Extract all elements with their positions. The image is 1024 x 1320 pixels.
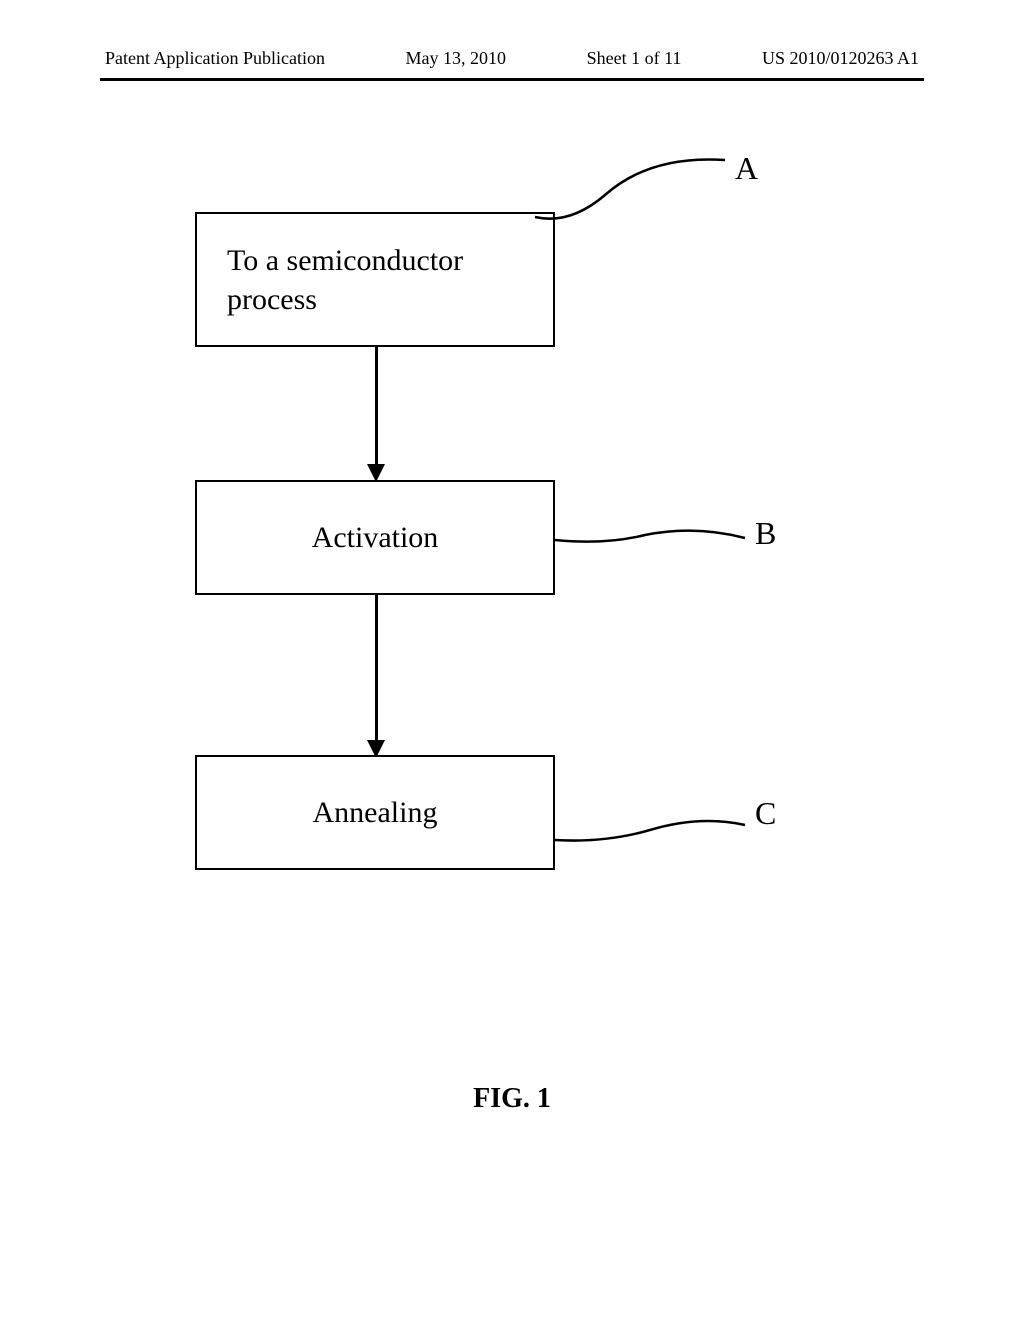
page-header: Patent Application Publication May 13, 2… (0, 48, 1024, 69)
flowchart-node-a: To a semiconductor process (195, 212, 555, 347)
label-b: B (755, 515, 776, 552)
arrow-a-to-b (375, 347, 378, 469)
flowchart-node-c: Annealing (195, 755, 555, 870)
figure-caption: FIG. 1 (0, 1083, 1024, 1115)
sheet-info: Sheet 1 of 11 (587, 48, 682, 69)
label-c: C (755, 795, 776, 832)
connector-curve-c (555, 805, 755, 855)
publication-date: May 13, 2010 (406, 48, 507, 69)
publication-type: Patent Application Publication (105, 48, 325, 69)
node-b-text: Activation (312, 521, 439, 555)
connector-curve-b (555, 520, 755, 570)
publication-number: US 2010/0120263 A1 (762, 48, 919, 69)
arrow-b-to-c (375, 595, 378, 745)
node-c-text: Annealing (313, 796, 438, 830)
node-a-text-line1: To a semiconductor (227, 241, 463, 280)
flowchart-diagram: To a semiconductor process A Activation … (180, 150, 880, 950)
node-a-text-line2: process (227, 280, 317, 319)
connector-curve-a (530, 145, 740, 235)
flowchart-node-b: Activation (195, 480, 555, 595)
header-underline (100, 78, 924, 81)
label-a: A (735, 150, 758, 187)
